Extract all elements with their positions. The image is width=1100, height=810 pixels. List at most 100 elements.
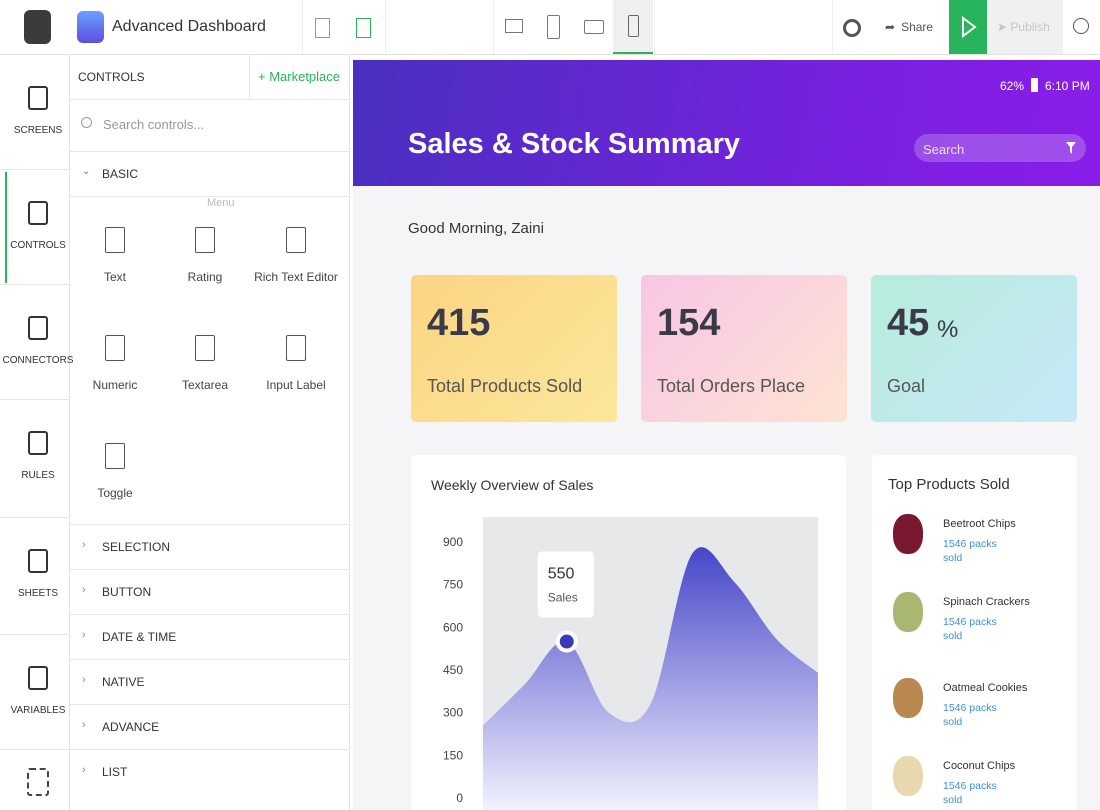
top-products-title: Top Products Sold — [888, 476, 1010, 493]
control-label: Input Label — [266, 378, 326, 392]
rail-item[interactable] — [0, 170, 69, 285]
publish-button[interactable] — [987, 0, 1063, 54]
device-phone[interactable] — [628, 15, 639, 37]
rail-item[interactable] — [0, 400, 69, 518]
section-row[interactable] — [70, 614, 350, 659]
product-qty: 1546 packs sold — [943, 702, 997, 728]
control-icon[interactable] — [286, 227, 306, 253]
search-placeholder: Search controls... — [103, 117, 205, 132]
view-toggles — [302, 0, 386, 54]
rail-icon — [28, 201, 48, 225]
publish-text: Publish — [1010, 20, 1050, 34]
section-row[interactable] — [70, 569, 350, 614]
play-icon — [962, 16, 977, 38]
stat-value: 154 — [657, 302, 721, 344]
menu-hint: Menu — [207, 197, 235, 209]
device-laptop[interactable] — [505, 19, 523, 33]
section-label: ADVANCE — [102, 720, 160, 734]
section-row[interactable] — [70, 704, 350, 749]
rail-border — [69, 55, 70, 810]
status-time: 6:10 PM — [1045, 79, 1090, 93]
greeting: Good Morning, Zaini — [408, 220, 544, 237]
stat-label: Goal — [887, 376, 926, 396]
basic-header[interactable] — [70, 150, 350, 197]
search-icon — [81, 117, 92, 128]
stat-card — [871, 275, 1077, 422]
control-icon[interactable] — [105, 227, 125, 253]
panel-title: CONTROLS — [78, 70, 145, 84]
run-button[interactable] — [949, 0, 987, 54]
control-label: Toggle — [97, 486, 133, 500]
product-name: Oatmeal Cookies — [943, 682, 1028, 694]
device-phone-active[interactable] — [613, 0, 653, 54]
preview-header — [353, 60, 1100, 186]
search-box[interactable] — [70, 99, 350, 152]
preview-search-label: Search — [923, 142, 965, 157]
rail-icon[interactable] — [27, 768, 49, 796]
chart-title: Weekly Overview of Sales — [431, 477, 593, 493]
y-tick-label: 750 — [443, 578, 463, 592]
rail-icon — [28, 86, 48, 110]
product-image — [893, 678, 923, 718]
share-button[interactable]: ➦ Share — [885, 20, 934, 34]
control-icon[interactable] — [286, 335, 306, 361]
app-icon — [77, 11, 104, 43]
device-landscape[interactable] — [584, 20, 604, 34]
publish-label: ➤ Publish — [997, 20, 1050, 34]
preview-search[interactable] — [914, 134, 1086, 162]
device-tablet[interactable] — [547, 15, 560, 39]
product-name: Beetroot Chips — [943, 518, 1016, 530]
product-name: Coconut Chips — [943, 760, 1016, 772]
chevron: › — [82, 674, 86, 686]
stat-unit: % — [937, 316, 959, 343]
view-icon[interactable] — [356, 18, 371, 38]
y-tick-label: 0 — [456, 791, 463, 805]
control-label: Text — [103, 270, 126, 284]
chevron: › — [82, 764, 86, 776]
share-label: Share — [901, 20, 934, 34]
tooltip — [537, 551, 594, 618]
section-row[interactable] — [70, 749, 350, 794]
section-row[interactable] — [70, 659, 350, 704]
logo[interactable] — [24, 10, 51, 44]
chevron: › — [82, 584, 86, 596]
app-title: Advanced Dashboard — [112, 18, 266, 35]
rail-icon — [28, 666, 48, 690]
view-icon[interactable] — [315, 18, 330, 38]
y-tick-label: 450 — [443, 663, 463, 677]
control-label: Numeric — [92, 378, 138, 392]
sales-chart: Weekly Overview of Sales 0 150 300 450 600 750… — [431, 477, 818, 810]
product-image — [893, 514, 923, 554]
basic-title: BASIC — [102, 167, 139, 181]
rail-item[interactable] — [0, 635, 69, 750]
section-label: BUTTON — [102, 585, 152, 599]
control-icon[interactable] — [195, 227, 215, 253]
chevron: › — [82, 539, 86, 551]
check-icon[interactable] — [1073, 18, 1089, 34]
control-label: Rating — [187, 270, 223, 284]
product-qty: 1546 packs sold — [943, 780, 997, 806]
sales-area — [483, 547, 818, 810]
stat-label: Total Products Sold — [427, 376, 583, 396]
product-name: Spinach Crackers — [943, 596, 1030, 608]
section-label: SELECTION — [102, 540, 171, 554]
rail-item[interactable] — [0, 55, 69, 170]
control-icon[interactable] — [105, 335, 125, 361]
control-icon[interactable] — [195, 335, 215, 361]
settings-icon[interactable] — [843, 19, 861, 37]
marketplace-link[interactable]: + Marketplace — [258, 69, 341, 84]
panel-border — [349, 55, 350, 810]
control-icon[interactable] — [105, 443, 125, 469]
topbar — [0, 0, 1100, 55]
y-tick-label: 150 — [443, 748, 463, 762]
y-tick-label: 300 — [443, 706, 463, 720]
section-row[interactable] — [70, 524, 350, 569]
rail-item[interactable] — [0, 285, 69, 400]
section-label: LIST — [102, 765, 128, 779]
stat-value: 415 — [427, 302, 491, 344]
stat-card — [641, 275, 847, 422]
chevron: › — [82, 719, 86, 731]
control-label: Rich Text Editor — [254, 270, 338, 284]
rail-item[interactable] — [0, 518, 69, 635]
